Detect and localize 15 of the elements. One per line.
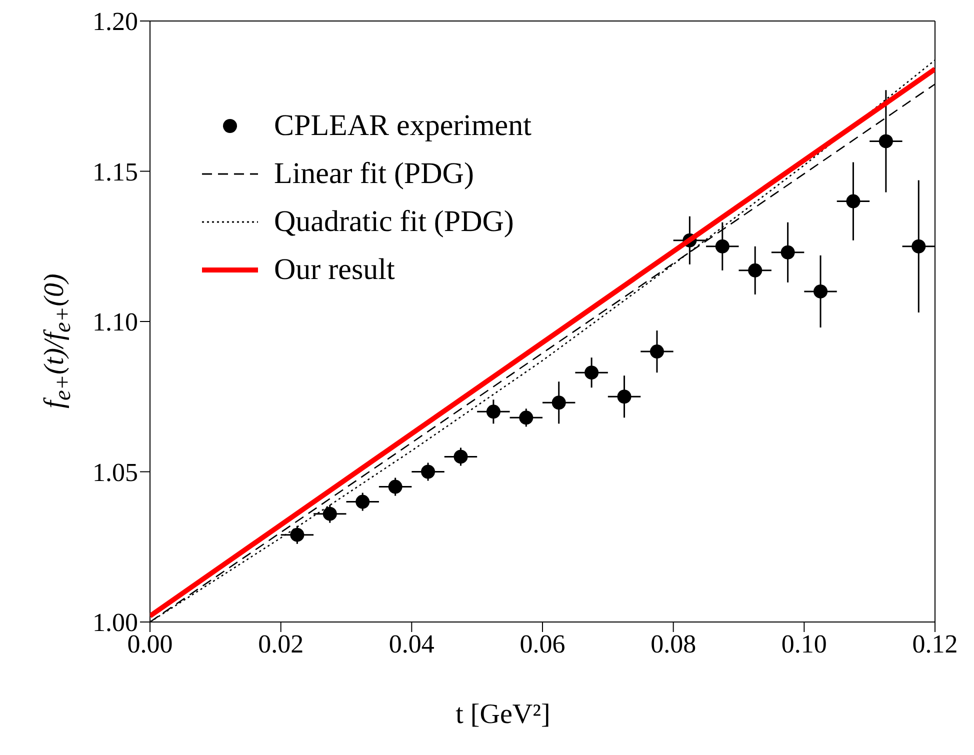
y-tick-label: 1.10 <box>92 308 138 337</box>
legend-label: CPLEAR experiment <box>274 108 532 144</box>
x-tick-label: 0.08 <box>650 629 696 658</box>
y-tick-label: 1.15 <box>92 157 138 186</box>
x-tick-label: 0.12 <box>912 629 958 658</box>
legend-label: Linear fit (PDG) <box>274 156 474 192</box>
legend-label: Quadratic fit (PDG) <box>274 204 514 240</box>
legend-label: Our result <box>274 252 395 288</box>
y-tick-label: 1.05 <box>92 458 138 487</box>
x-tick-label: 0.02 <box>258 629 304 658</box>
x-tick-label: 0.10 <box>781 629 827 658</box>
x-tick-label: 0.04 <box>388 629 434 658</box>
y-tick-label: 1.20 <box>92 7 138 36</box>
x-tick-label: 0.06 <box>520 629 566 658</box>
x-axis-title: t [GeV²] <box>454 699 552 731</box>
